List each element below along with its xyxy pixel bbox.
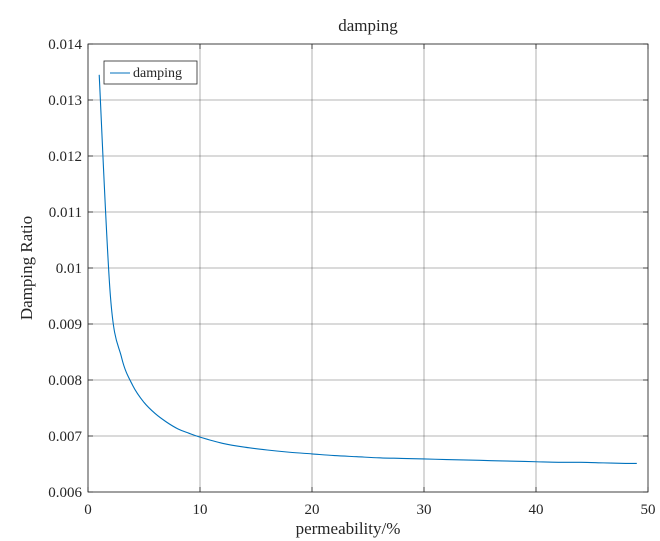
x-tick-label: 10: [193, 502, 208, 518]
x-axis-label: permeability/%: [296, 519, 401, 538]
y-axis-label: Damping Ratio: [17, 216, 36, 320]
y-tick-label: 0.006: [48, 485, 82, 501]
y-tick-label: 0.007: [48, 429, 82, 445]
y-tick-label: 0.012: [48, 149, 82, 165]
x-tick-label: 40: [529, 502, 544, 518]
x-tick-label: 50: [641, 502, 656, 518]
y-tick-label: 0.011: [49, 205, 82, 221]
x-tick-label: 20: [305, 502, 320, 518]
legend: damping: [103, 60, 198, 85]
plot-background: [88, 44, 648, 492]
chart-title: damping: [338, 16, 398, 35]
y-tick-label: 0.013: [48, 93, 82, 109]
legend-entry: damping: [133, 66, 182, 81]
ticks: 0 10 20 30 40 50 0.006 0.007 0.008 0.009 0.01 0.011…: [48, 37, 655, 518]
series-line-damping: [98, 74, 637, 465]
y-tick-label: 0.01: [56, 261, 82, 277]
y-tick-label: 0.014: [48, 37, 82, 53]
y-tick-label: 0.008: [48, 373, 82, 389]
y-tick-label: 0.009: [48, 317, 82, 333]
x-tick-label: 30: [417, 502, 432, 518]
x-tick-label: 0: [84, 502, 92, 518]
legend-box: [103, 60, 198, 85]
